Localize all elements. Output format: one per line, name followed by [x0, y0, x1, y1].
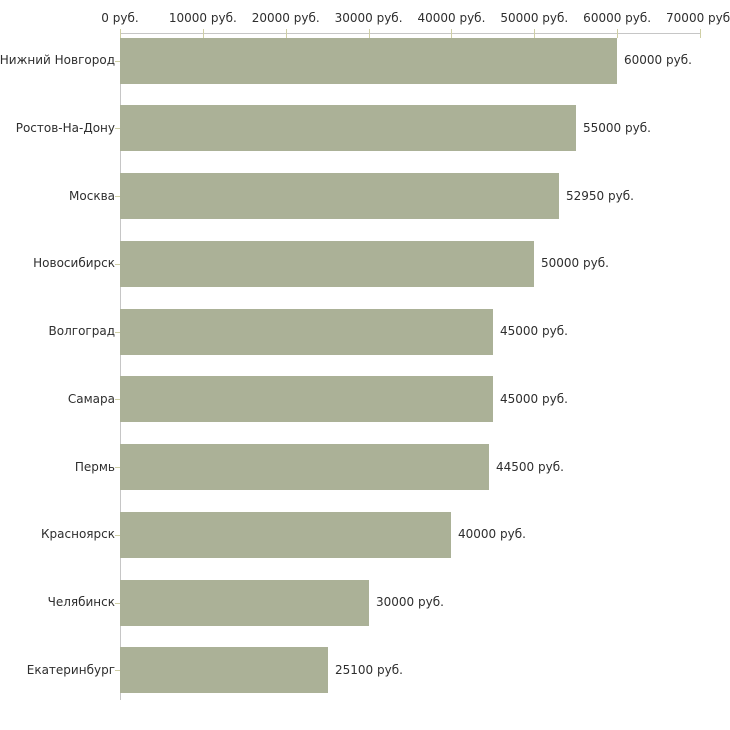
- category-label: Москва: [69, 189, 115, 203]
- bar-value-label: 30000 руб.: [376, 595, 444, 609]
- x-axis-tick-mark: [700, 29, 701, 38]
- x-axis-tick-mark: [617, 29, 619, 38]
- x-axis-tick-label: 10000 руб.: [168, 11, 237, 25]
- x-axis-tick-mark: [120, 29, 121, 38]
- x-axis-tick-mark: [202, 29, 204, 38]
- x-axis-tick-label: 70000 руб.: [666, 11, 730, 25]
- bar-value-label: 25100 руб.: [335, 663, 403, 677]
- bar: [120, 173, 559, 219]
- category-tick-mark: [115, 332, 120, 333]
- bar: [120, 512, 451, 558]
- bar-value-label: 45000 руб.: [500, 392, 568, 406]
- bar: [120, 105, 576, 151]
- y-axis-line: [120, 33, 121, 700]
- x-axis-tick-label: 30000 руб.: [334, 11, 403, 25]
- bar: [120, 309, 493, 355]
- bar-value-label: 44500 руб.: [496, 460, 564, 474]
- bar-value-label: 50000 руб.: [541, 256, 609, 270]
- category-label: Ростов-На-Дону: [15, 121, 115, 135]
- category-tick-mark: [115, 61, 120, 62]
- category-tick-mark: [115, 196, 120, 197]
- x-axis-tick-mark: [534, 29, 536, 38]
- category-tick-mark: [115, 535, 120, 536]
- category-label: Волгоград: [48, 324, 115, 338]
- category-tick-mark: [115, 467, 120, 468]
- bar-value-label: 40000 руб.: [458, 527, 526, 541]
- category-label: Самара: [67, 392, 115, 406]
- bar-value-label: 55000 руб.: [583, 121, 651, 135]
- category-tick-mark: [115, 399, 120, 400]
- category-tick-mark: [115, 603, 120, 604]
- bar: [120, 376, 493, 422]
- category-tick-mark: [115, 264, 120, 265]
- category-label: Новосибирск: [33, 256, 115, 270]
- bar: [120, 444, 489, 490]
- bar: [120, 241, 534, 287]
- x-axis-tick-mark: [285, 29, 287, 38]
- bar: [120, 647, 328, 693]
- category-label: Екатеринбург: [26, 663, 115, 677]
- x-axis-tick-label: 50000 руб.: [500, 11, 569, 25]
- x-axis-tick-label: 20000 руб.: [251, 11, 320, 25]
- bar-value-label: 60000 руб.: [624, 53, 692, 67]
- category-label: Пермь: [74, 460, 115, 474]
- x-axis-tick-label: 0 руб.: [101, 11, 139, 25]
- bar: [120, 38, 617, 84]
- category-label: Челябинск: [47, 595, 115, 609]
- x-axis-tick-label: 40000 руб.: [417, 11, 486, 25]
- bar-value-label: 52950 руб.: [566, 189, 634, 203]
- x-axis-line: [120, 33, 701, 34]
- category-label: Нижний Новгород: [0, 53, 115, 67]
- x-axis-tick-mark: [368, 29, 370, 38]
- category-tick-mark: [115, 670, 120, 671]
- bar: [120, 580, 369, 626]
- x-axis-tick-label: 60000 руб.: [583, 11, 652, 25]
- category-label: Красноярск: [41, 527, 115, 541]
- x-axis-tick-mark: [451, 29, 453, 38]
- bar-value-label: 45000 руб.: [500, 324, 568, 338]
- category-tick-mark: [115, 128, 120, 129]
